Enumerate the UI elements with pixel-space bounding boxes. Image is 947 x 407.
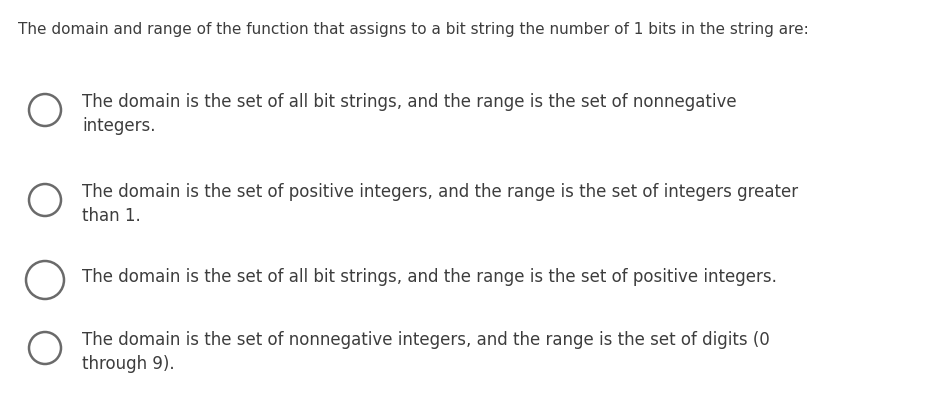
Text: The domain is the set of all bit strings, and the range is the set of nonnegativ: The domain is the set of all bit strings… [82, 93, 737, 135]
Text: The domain is the set of all bit strings, and the range is the set of positive i: The domain is the set of all bit strings… [82, 268, 777, 286]
Text: The domain is the set of nonnegative integers, and the range is the set of digit: The domain is the set of nonnegative int… [82, 331, 770, 373]
Text: The domain is the set of positive integers, and the range is the set of integers: The domain is the set of positive intege… [82, 183, 798, 225]
Text: The domain and range of the function that assigns to a bit string the number of : The domain and range of the function tha… [18, 22, 809, 37]
